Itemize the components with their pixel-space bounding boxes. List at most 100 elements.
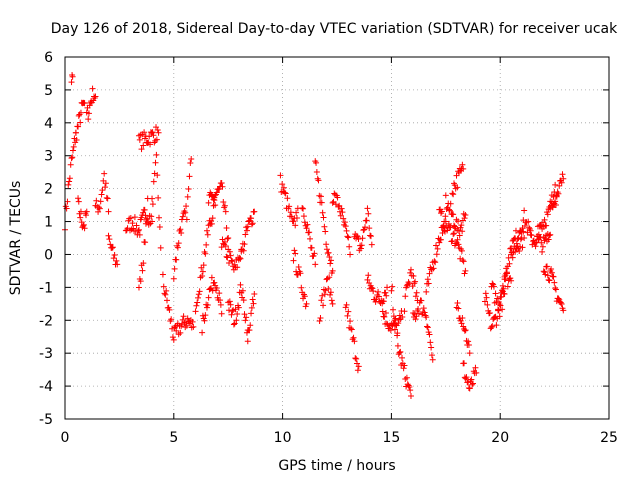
data-point (488, 324, 495, 331)
data-point (545, 236, 552, 243)
data-point (313, 168, 320, 175)
data-point (525, 218, 532, 225)
data-point (447, 224, 454, 231)
data-point (317, 314, 324, 321)
data-point (454, 184, 461, 191)
data-point (500, 285, 507, 292)
data-point (454, 236, 461, 243)
data-point (287, 209, 294, 216)
data-point (544, 272, 551, 279)
data-point (244, 223, 251, 230)
data-point (323, 241, 330, 248)
data-point (217, 301, 224, 308)
data-point (146, 133, 153, 140)
data-point (390, 306, 397, 313)
data-point (102, 180, 109, 187)
data-point (249, 220, 256, 227)
data-point (527, 227, 534, 234)
data-point (218, 310, 225, 317)
data-point (339, 209, 346, 216)
y-tick-label: -4 (39, 379, 53, 395)
y-tick-label: 1 (44, 215, 53, 231)
data-point (504, 283, 511, 290)
data-point (461, 327, 468, 334)
data-point (438, 208, 445, 215)
grid (65, 57, 609, 419)
data-point (546, 277, 553, 284)
data-point (461, 270, 468, 277)
data-point (66, 178, 73, 185)
data-point (507, 245, 514, 252)
data-point (241, 311, 248, 318)
data-point (545, 276, 552, 283)
data-point (322, 287, 329, 294)
data-point (65, 181, 72, 188)
data-point (489, 323, 496, 330)
data-point (328, 297, 335, 304)
data-point (221, 239, 228, 246)
data-point (383, 320, 390, 327)
data-point (347, 325, 354, 332)
data-point (426, 270, 433, 277)
x-tick-label: 20 (491, 430, 509, 446)
data-point (98, 191, 105, 198)
data-point (345, 234, 352, 241)
data-point (315, 177, 322, 184)
data-point (282, 190, 289, 197)
data-point (251, 208, 258, 215)
data-point (96, 205, 103, 212)
data-point (359, 235, 366, 242)
data-point (368, 241, 375, 248)
data-point (499, 282, 506, 289)
data-point (360, 227, 367, 234)
data-point (307, 235, 314, 242)
data-point (428, 344, 435, 351)
data-point (190, 323, 197, 330)
data-point (291, 247, 298, 254)
data-point (213, 189, 220, 196)
data-point (352, 355, 359, 362)
data-point (203, 227, 210, 234)
x-tick-label: 5 (169, 430, 178, 446)
data-point (162, 291, 169, 298)
data-point (543, 222, 550, 229)
data-point (497, 302, 504, 309)
data-point (244, 338, 251, 345)
data-point (213, 284, 220, 291)
data-point (447, 200, 454, 207)
data-point (105, 232, 112, 239)
data-point (237, 281, 244, 288)
data-point (461, 215, 468, 222)
data-point (208, 274, 215, 281)
data-point (344, 233, 351, 240)
data-point (413, 289, 420, 296)
data-point (81, 100, 88, 107)
data-point (427, 339, 434, 346)
data-point (241, 241, 248, 248)
data-point (547, 231, 554, 238)
data-point (103, 194, 110, 201)
data-point (329, 199, 336, 206)
data-point (455, 305, 462, 312)
data-point (136, 136, 143, 143)
data-point (369, 285, 376, 292)
data-point (248, 304, 255, 311)
data-point (394, 342, 401, 349)
data-point (68, 79, 75, 86)
data-point (459, 257, 466, 264)
data-point (323, 246, 330, 253)
data-point (180, 313, 187, 320)
data-point (248, 215, 255, 222)
data-point (466, 350, 473, 357)
data-point (406, 384, 413, 391)
data-point (365, 210, 372, 217)
data-point (558, 179, 565, 186)
data-point (481, 298, 488, 305)
data-point (186, 173, 193, 180)
data-point (250, 300, 257, 307)
data-point (526, 224, 533, 231)
data-point (365, 272, 372, 279)
data-point (149, 195, 156, 202)
data-point (77, 214, 84, 221)
data-point (351, 338, 358, 345)
